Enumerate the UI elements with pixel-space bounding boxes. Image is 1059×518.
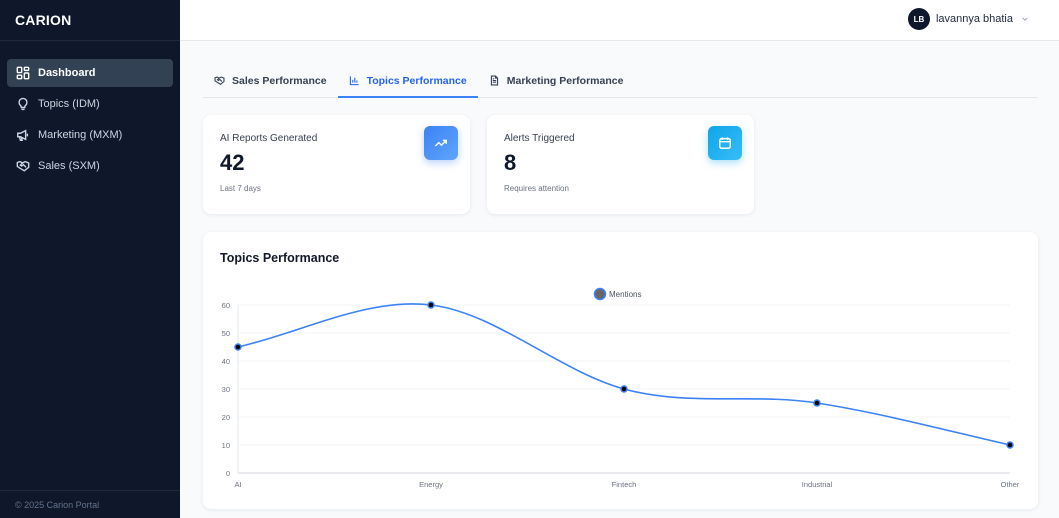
top-header: LB lavannya bhatia bbox=[180, 0, 1059, 41]
tab-marketing-performance[interactable]: Marketing Performance bbox=[478, 65, 635, 98]
stat-card-ai-reports: AI Reports Generated 42 Last 7 days bbox=[203, 115, 470, 214]
sidebar-item-label: Topics (IDM) bbox=[38, 98, 100, 110]
stat-subtext: Last 7 days bbox=[220, 184, 261, 193]
user-name: lavannya bhatia bbox=[935, 13, 1013, 25]
stat-value: 8 bbox=[504, 150, 517, 175]
stat-icon-badge bbox=[708, 126, 742, 160]
y-tick-label: 60 bbox=[222, 301, 230, 310]
y-tick-label: 50 bbox=[222, 329, 230, 338]
sidebar-item-label: Sales (SXM) bbox=[38, 160, 100, 172]
x-tick-label: Other bbox=[1001, 480, 1020, 489]
brand-logo[interactable]: CARION bbox=[0, 0, 180, 41]
chevron-down-icon bbox=[1022, 17, 1028, 21]
mentions-line bbox=[237, 303, 1011, 446]
sidebar-item-topics[interactable]: Topics (IDM) bbox=[7, 90, 173, 118]
avatar: LB bbox=[907, 8, 930, 30]
data-point[interactable] bbox=[813, 399, 821, 407]
sidebar-footer: © 2025 Carion Portal bbox=[0, 490, 180, 518]
trending-up-icon bbox=[434, 139, 447, 147]
legend-marker-icon bbox=[593, 287, 607, 301]
y-tick-label: 40 bbox=[222, 357, 230, 366]
tab-sales-performance[interactable]: Sales Performance bbox=[203, 65, 338, 98]
x-tick-label: AI bbox=[234, 480, 241, 489]
tab-label: Sales Performance bbox=[232, 74, 327, 87]
megaphone-icon bbox=[15, 127, 31, 143]
tab-label: Marketing Performance bbox=[506, 74, 624, 87]
dashboard-grid-icon bbox=[15, 65, 31, 81]
performance-tabs: Sales Performance Topics Performance Mar… bbox=[203, 65, 1038, 98]
stat-label: AI Reports Generated bbox=[220, 133, 318, 144]
tab-label: Topics Performance bbox=[366, 74, 467, 87]
y-tick-label: 30 bbox=[222, 385, 230, 394]
sidebar: CARION Dashboard Topics (IDM) Marketing … bbox=[0, 0, 180, 518]
sidebar-item-label: Marketing (MXM) bbox=[38, 129, 123, 141]
stat-label: Alerts Triggered bbox=[504, 133, 575, 144]
legend-label[interactable]: Mentions bbox=[609, 290, 641, 299]
stat-value: 42 bbox=[220, 150, 245, 175]
stat-icon-badge bbox=[424, 126, 458, 160]
sidebar-item-dashboard[interactable]: Dashboard bbox=[7, 59, 173, 87]
x-tick-label: Fintech bbox=[612, 480, 637, 489]
handshake-icon bbox=[214, 76, 225, 85]
stat-card-alerts: Alerts Triggered 8 Requires attention bbox=[487, 115, 754, 214]
x-tick-label: Energy bbox=[419, 480, 443, 489]
bar-chart-icon bbox=[349, 76, 359, 86]
document-icon bbox=[490, 75, 498, 86]
lightbulb-icon bbox=[15, 96, 31, 112]
sidebar-item-label: Dashboard bbox=[38, 67, 96, 79]
handshake-icon bbox=[15, 158, 31, 174]
data-point[interactable] bbox=[234, 343, 242, 351]
calendar-icon bbox=[719, 137, 731, 149]
topics-performance-chart-card: Topics Performance 0 10 20 30 40 50 60 AI Energy… bbox=[203, 232, 1038, 509]
stat-subtext: Requires attention bbox=[504, 184, 569, 193]
y-tick-label: 10 bbox=[222, 441, 230, 450]
data-point[interactable] bbox=[427, 301, 435, 309]
sidebar-item-sales[interactable]: Sales (SXM) bbox=[7, 152, 173, 180]
tab-topics-performance[interactable]: Topics Performance bbox=[337, 65, 478, 98]
y-tick-label: 0 bbox=[226, 469, 230, 478]
sidebar-item-marketing[interactable]: Marketing (MXM) bbox=[7, 121, 173, 149]
user-menu[interactable]: LB lavannya bhatia bbox=[907, 8, 1029, 30]
data-point[interactable] bbox=[1006, 441, 1014, 449]
data-point[interactable] bbox=[620, 385, 628, 393]
sidebar-nav: Dashboard Topics (IDM) Marketing (MXM) S… bbox=[0, 41, 180, 180]
line-chart[interactable]: 0 10 20 30 40 50 60 AI Energy Fintech Industrial Ot… bbox=[203, 232, 1038, 509]
chart-title: Topics Performance bbox=[220, 251, 340, 265]
y-tick-label: 20 bbox=[222, 413, 230, 422]
x-tick-label: Industrial bbox=[802, 480, 833, 489]
